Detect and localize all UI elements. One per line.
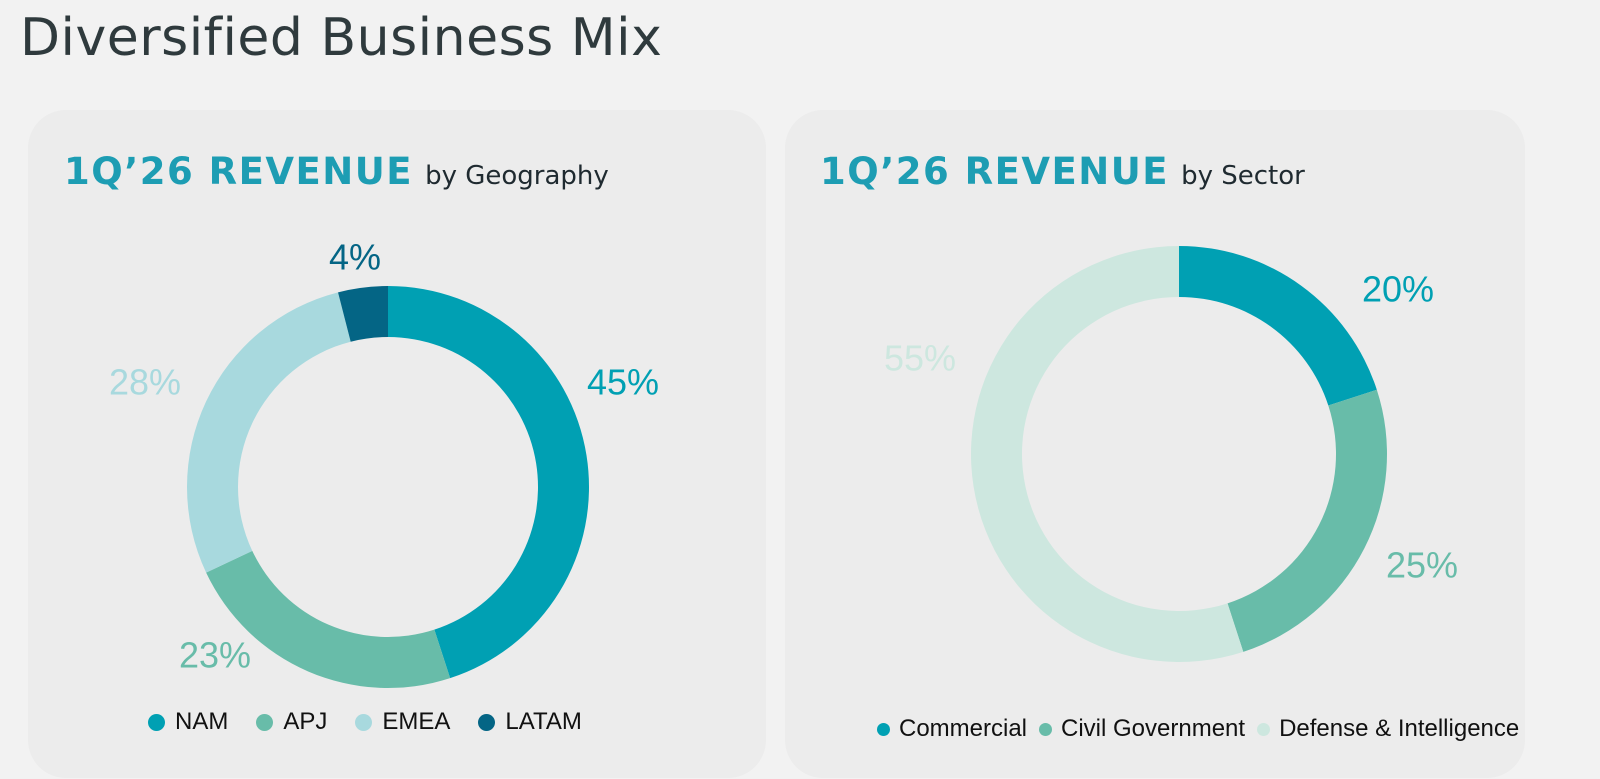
- sector-label-defense-and-intelligence: 55%: [884, 338, 956, 379]
- geography-slice-apj: [206, 550, 451, 688]
- sector-legend-label-commercial: Commercial: [899, 715, 1028, 742]
- geography-chart-heading: 1Q’26 REVENUE by Geography: [64, 150, 609, 199]
- geography-label-latam: 4%: [329, 237, 381, 278]
- geography-legend-item-emea: EMEA: [355, 708, 450, 736]
- geography-heading-strong: 1Q’26 REVENUE: [64, 150, 414, 193]
- geography-legend-label-apj: APJ: [283, 708, 328, 735]
- sector-legend-label-civil-government: Civil Government: [1061, 715, 1246, 742]
- geography-legend-item-apj: APJ: [256, 708, 327, 736]
- geography-slice-latam: [338, 286, 388, 342]
- sector-legend-swatch-defense-and-intelligence: [1257, 722, 1271, 736]
- geography-legend-label-nam: NAM: [175, 708, 229, 735]
- geography-legend-label-emea: EMEA: [382, 708, 451, 735]
- geography-label-nam: 45%: [587, 362, 659, 403]
- geography-legend-swatch-latam: [478, 713, 496, 731]
- sector-slice-civil-government: [1227, 389, 1387, 652]
- geography-label-apj: 23%: [179, 635, 251, 676]
- geography-legend-item-latam: LATAM: [478, 708, 582, 736]
- geography-donut-chart: 45% 23% 28% 4%: [109, 237, 659, 688]
- sector-legend: Commercial Civil Government Defense & Inte…: [877, 714, 1531, 744]
- sector-donut-chart: 20% 25% 55%: [884, 246, 1458, 662]
- geography-legend: NAM APJ EMEA LATAM: [148, 707, 610, 737]
- sector-legend-label-defense-and-intelligence: Defense & Intelligence: [1279, 715, 1520, 742]
- geography-slice-nam: [388, 286, 589, 679]
- geography-legend-item-nam: NAM: [148, 708, 228, 736]
- geography-heading-sub: by Geography: [425, 161, 609, 191]
- sector-chart-heading: 1Q’26 REVENUE by Sector: [820, 150, 1305, 199]
- sector-legend-item-commercial: Commercial: [877, 715, 1027, 743]
- sector-label-civil-government: 25%: [1386, 545, 1458, 586]
- geography-legend-label-latam: LATAM: [505, 708, 582, 735]
- page-title: Diversified Business Mix: [20, 8, 663, 68]
- sector-legend-swatch-civil-government: [1039, 722, 1053, 736]
- sector-legend-item-civil-government: Civil Government: [1039, 715, 1245, 743]
- sector-slice-defense-and-intelligence: [971, 246, 1244, 662]
- sector-label-commercial: 20%: [1362, 269, 1434, 310]
- sector-heading-sub: by Sector: [1181, 161, 1305, 191]
- sector-legend-swatch-commercial: [877, 722, 890, 736]
- geography-slice-emea: [186, 292, 351, 573]
- sector-chart-panel: 1Q’26 REVENUE by Sector: [785, 110, 1525, 778]
- geography-label-emea: 28%: [109, 362, 181, 403]
- geography-legend-swatch-apj: [256, 713, 274, 731]
- geography-legend-swatch-nam: [148, 713, 165, 731]
- sector-slice-commercial: [1179, 246, 1377, 406]
- sector-legend-item-defense-and-intelligence: Defense & Intelligence: [1257, 715, 1519, 743]
- sector-heading-strong: 1Q’26 REVENUE: [820, 150, 1170, 193]
- geography-legend-swatch-emea: [355, 713, 373, 731]
